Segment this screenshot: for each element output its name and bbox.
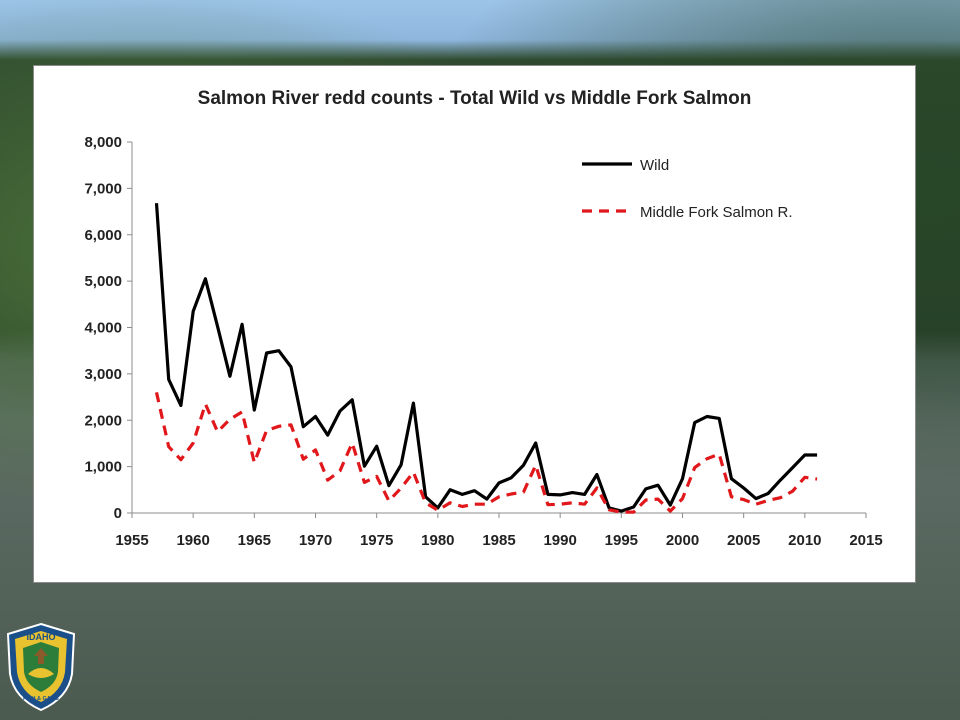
y-tick-label: 1,000: [84, 459, 122, 476]
legend-label: Wild: [640, 157, 669, 174]
x-tick-label: 2005: [727, 532, 760, 549]
idaho-fish-game-logo: IDAHO FISH & GAME: [6, 622, 76, 712]
chart-title: Salmon River redd counts - Total Wild vs…: [197, 88, 752, 109]
x-tick-label: 1975: [360, 532, 393, 549]
x-tick-label: 1985: [482, 532, 515, 549]
y-tick-label: 6,000: [84, 227, 122, 244]
line-chart: 0 1,000 2,000 3,000 4,000 5,000 6,000 7,000 8,00…: [84, 134, 882, 549]
x-tick-label: 1955: [115, 532, 148, 549]
y-tick-label: 3,000: [84, 366, 122, 383]
y-tick-label: 5,000: [84, 273, 122, 290]
y-tick-label: 7,000: [84, 180, 122, 197]
chart-panel: Salmon River redd counts - Total Wild vs…: [33, 65, 916, 583]
x-tick-label: 1960: [176, 532, 209, 549]
x-tick-label: 1995: [605, 532, 638, 549]
x-tick-label: 2010: [788, 532, 821, 549]
x-tick-label: 1980: [421, 532, 454, 549]
y-tick-label: 0: [114, 505, 122, 522]
series-line-middle-fork: [154, 392, 818, 514]
logo-bottom-text: FISH & GAME: [23, 696, 59, 702]
y-tick-label: 8,000: [84, 134, 122, 151]
y-tick-label: 4,000: [84, 320, 122, 337]
logo-top-text: IDAHO: [27, 632, 56, 642]
x-tick-label: 1965: [238, 532, 271, 549]
x-tick-label: 2015: [849, 532, 882, 549]
x-tick-label: 1990: [543, 532, 576, 549]
series-line-wild: [154, 203, 818, 513]
y-tick-label: 2,000: [84, 412, 122, 429]
x-tick-label: 2000: [666, 532, 699, 549]
legend-label: Middle Fork Salmon R.: [640, 204, 793, 221]
x-tick-label: 1970: [299, 532, 332, 549]
